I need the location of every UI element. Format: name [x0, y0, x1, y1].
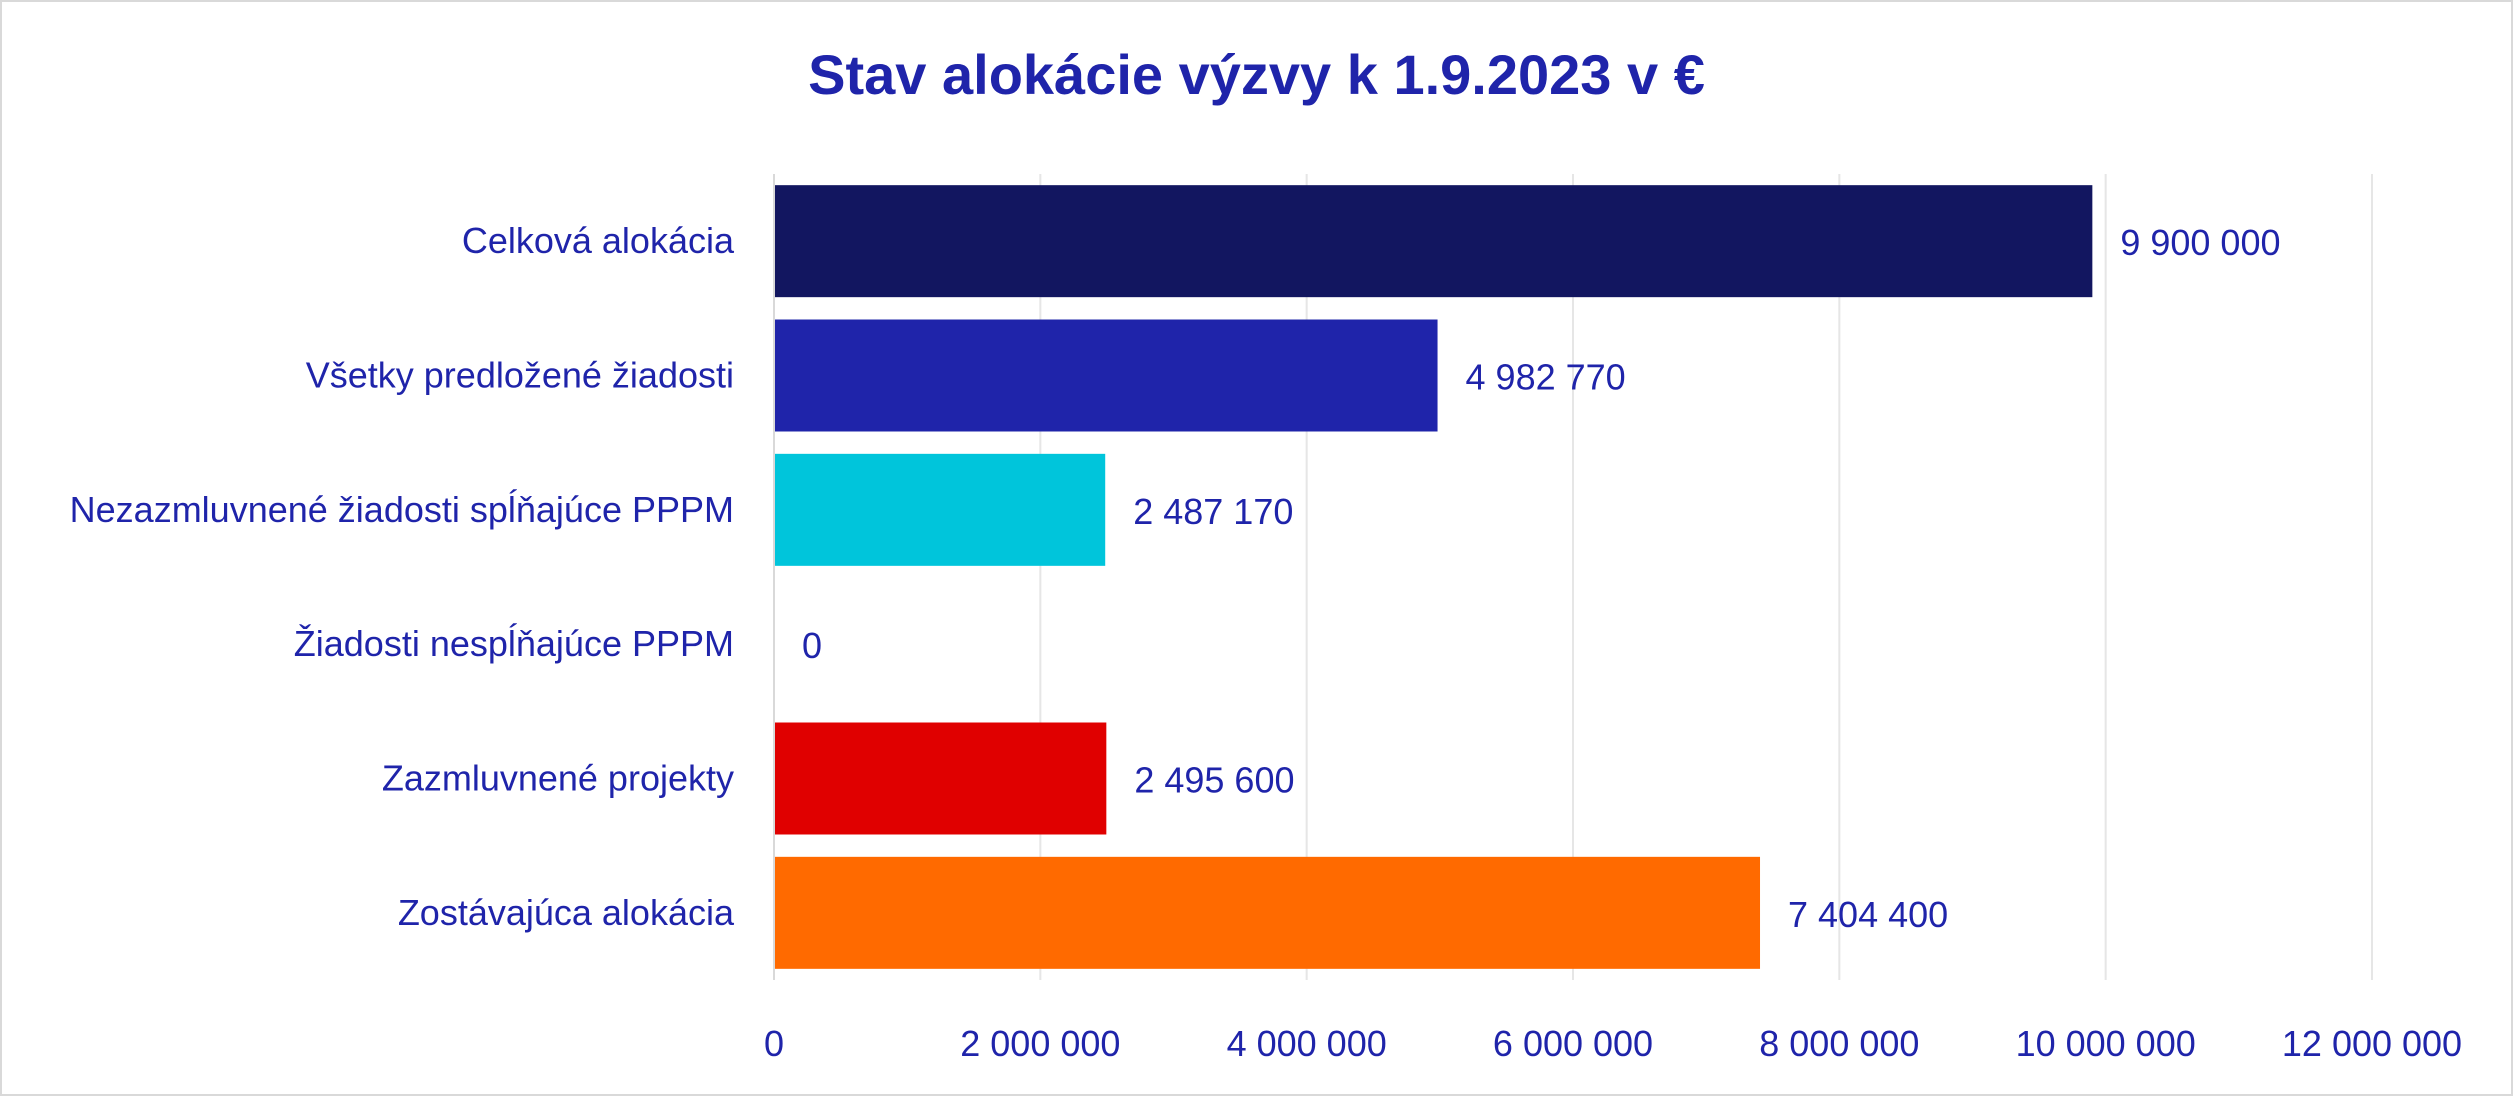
axis: 0 2 000 000 4 000 000 6 000 000 8 000 000 10 … [764, 174, 2462, 1064]
bar [774, 185, 2093, 298]
category-label: Celková alokácia [462, 220, 735, 261]
category-label: Zazmluvnené projekty [382, 758, 734, 799]
category-label: Zostávajúca alokácia [398, 892, 735, 933]
x-tick-label: 10 000 000 [2016, 1023, 2196, 1064]
gridlines [1039, 174, 2373, 980]
x-tick-label: 8 000 000 [1759, 1023, 1919, 1064]
category-label: Žiadosti nespĺňajúce PPPM [294, 622, 734, 664]
data-label: 0 [802, 625, 822, 666]
chart-title: Stav alokácie výzvy k 1.9.2023 v € [808, 43, 1705, 106]
bars [774, 185, 2093, 969]
data-label: 4 982 770 [1466, 357, 1626, 398]
bar [774, 453, 1106, 566]
data-label: 2 487 170 [1133, 491, 1293, 532]
data-label: 2 495 600 [1134, 760, 1294, 801]
data-label: 9 900 000 [2120, 222, 2280, 263]
data-label: 7 404 400 [1788, 894, 1948, 935]
x-tick-label: 2 000 000 [960, 1023, 1120, 1064]
x-tick-label: 0 [764, 1023, 784, 1064]
labels: Celková alokácia 9 900 000 Všetky predlože… [70, 220, 2281, 935]
x-tick-label: 12 000 000 [2282, 1023, 2462, 1064]
bar [774, 722, 1107, 835]
bar [774, 319, 1438, 432]
bar [774, 856, 1761, 969]
x-tick-label: 4 000 000 [1227, 1023, 1387, 1064]
category-label: Nezazmluvnené žiadosti spĺňajúce PPPM [70, 488, 734, 530]
x-tick-label: 6 000 000 [1493, 1023, 1653, 1064]
category-label: Všetky predložené žiadosti [306, 355, 734, 396]
